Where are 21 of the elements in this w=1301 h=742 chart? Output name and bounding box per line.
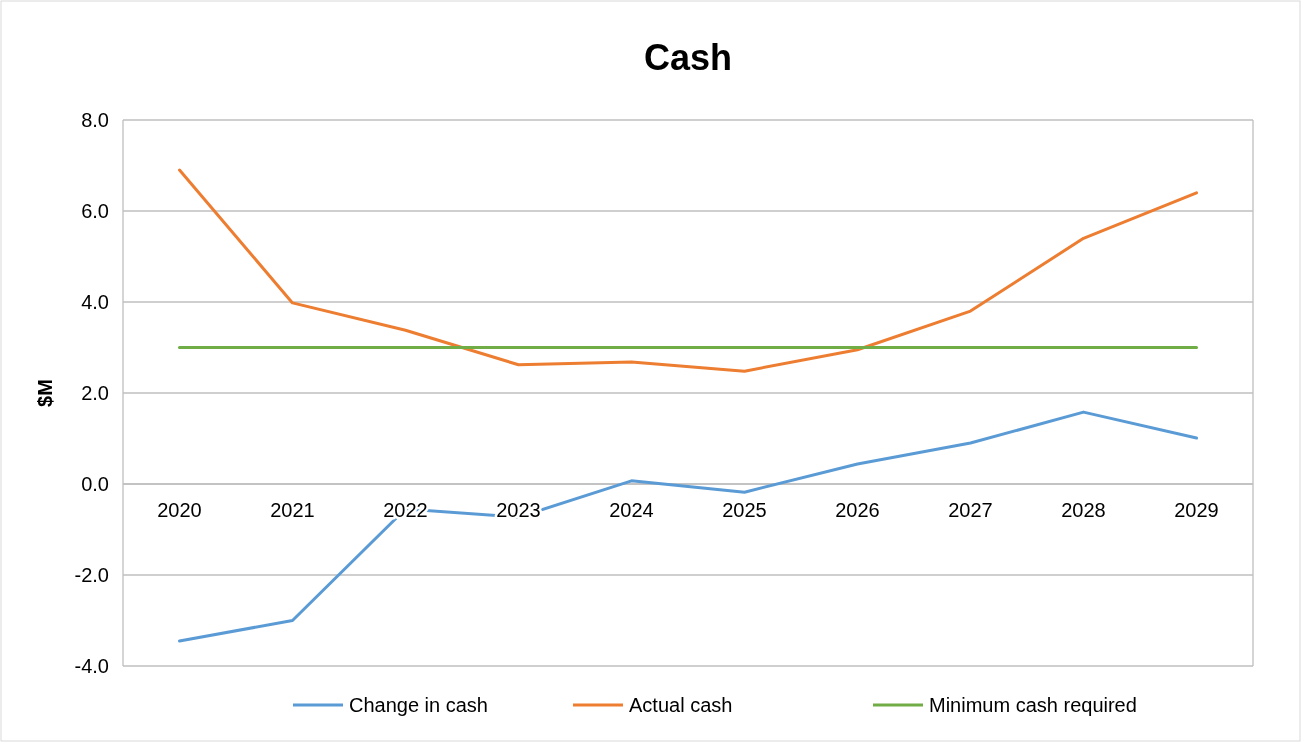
y-tick-label: 8.0 bbox=[81, 109, 109, 131]
x-tick-label: 2020 bbox=[157, 499, 202, 521]
x-tick-label: 2025 bbox=[722, 499, 767, 521]
x-tick-label: 2026 bbox=[835, 499, 880, 521]
y-tick-label: 4.0 bbox=[81, 291, 109, 313]
line-series bbox=[178, 168, 1198, 373]
legend-label: Minimum cash required bbox=[929, 694, 1137, 716]
x-tick-label: 2029 bbox=[1174, 499, 1219, 521]
y-tick-label: -4.0 bbox=[74, 655, 109, 677]
y-tick-label: 2.0 bbox=[81, 382, 109, 404]
chart-title: Cash bbox=[643, 37, 733, 78]
x-tick-label: 2028 bbox=[1061, 499, 1106, 521]
y-tick-label: 0.0 bbox=[81, 473, 109, 495]
y-axis-title: $M bbox=[34, 379, 56, 407]
legend-label: Actual cash bbox=[629, 694, 733, 716]
y-tick-label: 6.0 bbox=[81, 200, 109, 222]
x-tick-label: 2021 bbox=[270, 499, 315, 521]
y-tick-label: -2.0 bbox=[74, 564, 109, 586]
legend-label: Change in cash bbox=[349, 694, 488, 716]
x-tick-label: 2024 bbox=[609, 499, 654, 521]
x-tick-label: 2027 bbox=[948, 499, 993, 521]
